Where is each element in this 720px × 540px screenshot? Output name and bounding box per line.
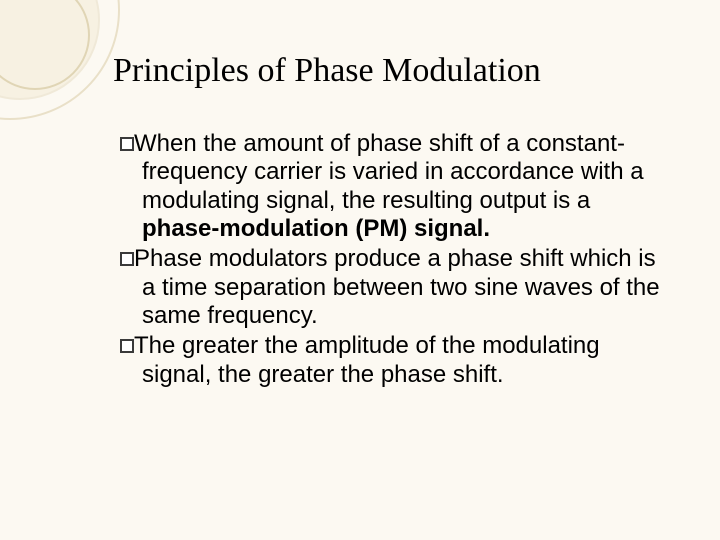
slide-body: When the amount of phase shift of a cons… [120,130,660,391]
square-bullet-icon [120,252,134,266]
square-bullet-icon [120,137,134,151]
slide-title: Principles of Phase Modulation [113,52,541,90]
text-run: Phase modulators produce a phase shift w… [134,245,660,329]
text-run: phase-modulation (PM) signal. [142,215,490,242]
body-paragraph: The greater the amplitude of the modulat… [120,332,660,389]
text-run: The greater the amplitude of the modulat… [134,332,600,387]
body-paragraph: Phase modulators produce a phase shift w… [120,245,660,330]
square-bullet-icon [120,339,134,353]
text-run: When the amount of phase shift of a cons… [134,130,644,214]
body-paragraph: When the amount of phase shift of a cons… [120,130,660,243]
slide: Principles of Phase Modulation When the … [0,0,720,540]
